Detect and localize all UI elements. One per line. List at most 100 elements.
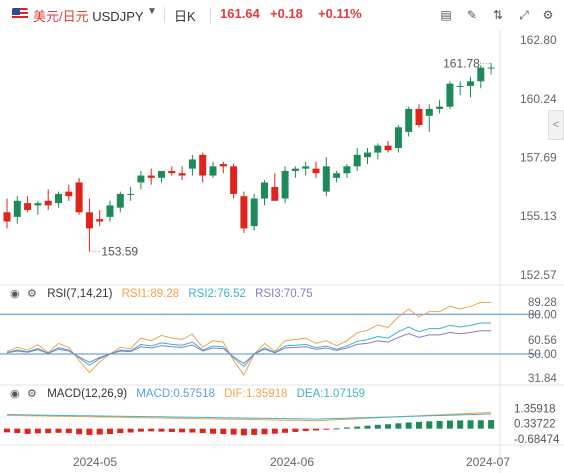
- candle-body: [364, 152, 371, 158]
- collapse-panel-icon[interactable]: <: [548, 110, 564, 140]
- macd-histogram-bar: [457, 420, 464, 429]
- candle-body: [281, 170, 289, 199]
- candle-body: [425, 108, 433, 116]
- candle-body: [65, 191, 73, 197]
- macd-histogram-bar: [426, 421, 433, 429]
- rsi3-line: [6, 330, 492, 365]
- macd-histogram-bar: [416, 421, 422, 429]
- macd-histogram-bar: [65, 428, 72, 434]
- candle-body: [353, 154, 361, 167]
- last-price: 161.64: [220, 6, 260, 21]
- us-flag-icon: [12, 8, 28, 20]
- macd-histogram-bar: [220, 428, 227, 435]
- symbol-code: USDJPY: [92, 9, 144, 24]
- macd-histogram-bar: [127, 428, 134, 433]
- candle-body: [467, 81, 474, 86]
- candle-body: [34, 203, 42, 206]
- macd-histogram-bar: [364, 425, 371, 429]
- candle-body: [116, 193, 124, 208]
- dea-value: DEA:1.07159: [296, 388, 366, 400]
- candle-body: [291, 168, 299, 171]
- compare-icon[interactable]: ⇅: [492, 8, 504, 22]
- macd-histogram-bar: [436, 420, 443, 429]
- candle-body: [55, 193, 62, 204]
- candle-body: [343, 166, 351, 174]
- candle-body: [168, 170, 176, 174]
- low-annotation: 153.59: [101, 245, 138, 259]
- settings-icon[interactable]: ⚙: [542, 8, 554, 22]
- macd-histogram-bar: [313, 428, 319, 431]
- candle-body: [158, 170, 165, 178]
- macd-value: MACD:0.57518: [136, 388, 215, 400]
- symbol-name: 美元/日元: [33, 9, 89, 24]
- candle-body: [302, 166, 310, 169]
- candle-body: [394, 127, 402, 148]
- rsi2-line: [6, 322, 492, 368]
- candle-body: [240, 196, 248, 229]
- macd-histogram-bar: [117, 428, 124, 434]
- macd-histogram-bar: [96, 428, 103, 435]
- price-tick-label: 152.57: [520, 268, 557, 282]
- macd-histogram-bar: [446, 420, 453, 429]
- rsi1-line: [6, 301, 492, 377]
- candle-body: [271, 187, 279, 201]
- price-change-pct: +0.11%: [318, 6, 362, 21]
- candle-body: [178, 173, 186, 176]
- macd-histogram-bar: [323, 428, 330, 430]
- macd-tick-label: 0.33722: [514, 419, 556, 431]
- rsi-tick-label: 80.00: [528, 309, 557, 321]
- period-selector[interactable]: 日K: [174, 9, 196, 24]
- rsi-tick-label: 31.84: [528, 373, 557, 385]
- candle-body: [188, 159, 196, 169]
- candle-body: [106, 205, 114, 217]
- candle-body: [477, 67, 485, 82]
- candle-body: [456, 85, 464, 87]
- gear-icon[interactable]: ⚙: [27, 288, 37, 300]
- candle-body: [137, 175, 145, 183]
- macd-histogram-bar: [34, 428, 41, 434]
- chevron-down-icon[interactable]: ▼: [147, 6, 157, 17]
- macd-histogram-bar: [230, 428, 237, 435]
- macd-histogram-bar: [24, 428, 31, 434]
- candle-body: [250, 198, 258, 227]
- candle-body: [199, 154, 207, 176]
- candle-body: [374, 145, 382, 153]
- candle-body: [487, 67, 495, 69]
- eye-icon[interactable]: ◉: [10, 288, 20, 300]
- chart-header: 美元/日元 USDJPY ▼ 日K 161.64 +0.18 +0.11% ▤ …: [0, 0, 564, 30]
- rsi-tick-label: 50.00: [528, 349, 557, 361]
- gear-icon[interactable]: ⚙: [27, 388, 37, 400]
- candle-body: [322, 166, 330, 192]
- candle-body: [75, 182, 83, 213]
- price-tick-label: 160.24: [520, 92, 557, 106]
- macd-title: MACD(12,26,9): [47, 388, 128, 400]
- rsi-legend: ◉ ⚙ RSI(7,14,21) RSI1:89.28 RSI2:76.52 RS…: [10, 288, 319, 304]
- date-tick-label: 2024-05: [73, 455, 117, 469]
- macd-histogram-bar: [467, 420, 474, 429]
- dif-value: DIF:1.35918: [224, 388, 288, 400]
- eye-icon[interactable]: ◉: [10, 388, 20, 400]
- candle-body: [85, 212, 93, 229]
- macd-histogram-bar: [261, 428, 268, 435]
- macd-histogram-bar: [86, 428, 93, 435]
- macd-tick-label: -0.68474: [514, 434, 560, 446]
- candle-body: [446, 83, 454, 107]
- macd-histogram-bar: [137, 428, 144, 432]
- date-tick-label: 2024-07: [466, 455, 510, 469]
- macd-histogram-bar: [107, 428, 113, 435]
- kline-chart[interactable]: 162.80 160.24 157.69 155.13 152.57 161.78 153.…: [0, 30, 564, 473]
- candle-body: [3, 212, 11, 222]
- macd-histogram-bar: [179, 428, 186, 433]
- macd-histogram-bar: [76, 428, 83, 435]
- macd-histogram-bar: [395, 423, 402, 429]
- rsi1-value: RSI1:89.28: [121, 288, 180, 300]
- candle-body: [384, 145, 392, 151]
- symbol-selector[interactable]: 美元/日元 USDJPY: [33, 6, 144, 25]
- chart-type-icon[interactable]: ▤: [440, 8, 452, 22]
- macd-histogram-bar: [374, 424, 381, 429]
- macd-histogram-bar: [55, 428, 62, 433]
- fullscreen-icon[interactable]: ⤢: [519, 8, 529, 22]
- draw-tool-icon[interactable]: ✎: [466, 8, 478, 22]
- price-tick-label: 155.13: [520, 209, 557, 223]
- macd-histogram-bar: [333, 428, 340, 430]
